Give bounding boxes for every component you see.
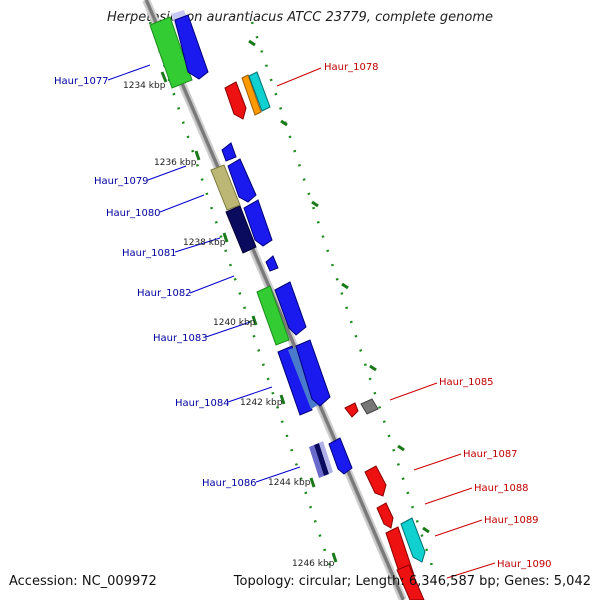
gene-arrow-haur-1079-blue[interactable] <box>227 158 257 203</box>
gene-block-haur-1083-green[interactable] <box>256 285 290 346</box>
major-tick <box>194 150 201 161</box>
gene-label-haur-1089[interactable]: Haur_1089 <box>484 515 539 526</box>
major-tick <box>422 526 430 534</box>
accession-label: Accession: <box>9 574 78 589</box>
accession-value: NC_009972 <box>81 574 157 589</box>
leader-haur-1090 <box>446 562 496 579</box>
right-leader-lines <box>276 67 496 579</box>
major-tick <box>280 119 288 127</box>
tick-label: 1240 kbp <box>213 318 256 328</box>
leader-haur-1081 <box>174 237 221 253</box>
leader-haur-1087 <box>413 453 462 471</box>
gene-block-haur-1078-cyan[interactable] <box>248 71 271 112</box>
separator: ; <box>346 574 352 589</box>
gene-label-haur-1087[interactable]: Haur_1087 <box>463 449 518 460</box>
gene-label-haur-1083[interactable]: Haur_1083 <box>153 333 208 344</box>
gene-arrow-haur-1088-red[interactable] <box>376 502 394 529</box>
map-title: Herpetosiphon aurantiacus ATCC 23779, co… <box>106 10 494 25</box>
leader-haur-1077 <box>107 64 151 81</box>
gene-arrow-haur-1086-blue[interactable] <box>328 437 353 475</box>
gene-label-haur-1090[interactable]: Haur_1090 <box>497 559 552 570</box>
major-tick <box>309 477 316 488</box>
major-tick <box>311 200 319 208</box>
tick-label: 1244 kbp <box>268 478 311 488</box>
gene-block-haur-1085-grey[interactable] <box>360 398 379 415</box>
left-gene-labels: Haur_1077 Haur_1079 Haur_1080 Haur_1081 … <box>54 76 257 489</box>
leader-haur-1078 <box>276 67 322 87</box>
genes-value: 5,042 <box>553 574 591 589</box>
tick-label: 1238 kbp <box>183 238 226 248</box>
gene-block-haur-1079[interactable] <box>210 164 241 211</box>
major-tick <box>369 364 377 372</box>
topology-label: Topology: <box>233 574 295 589</box>
leader-haur-1082 <box>189 275 235 294</box>
gene-block-haur-1090-red[interactable] <box>396 564 425 600</box>
major-tick <box>341 282 349 290</box>
length-value: 6,346,587 bp <box>408 574 496 589</box>
genes-label: Genes: <box>504 574 550 589</box>
gene-arrow-haur-1089-cyan[interactable] <box>400 517 426 563</box>
gene-label-haur-1081[interactable]: Haur_1081 <box>122 248 177 259</box>
gene-label-haur-1080[interactable]: Haur_1080 <box>106 208 161 219</box>
leader-haur-1088 <box>424 487 473 505</box>
left-leader-lines <box>107 64 301 483</box>
leader-haur-1084 <box>227 386 273 403</box>
major-tick <box>248 39 256 47</box>
right-gene-labels: Haur_1078 Haur_1085 Haur_1087 Haur_1088 … <box>324 62 552 570</box>
tick-label: 1246 kbp <box>292 559 335 569</box>
gene-block-haur-1084-blue[interactable] <box>277 345 313 416</box>
tick-label: 1242 kbp <box>240 398 283 408</box>
major-tick <box>331 552 338 563</box>
accession-info: Accession: NC_009972 <box>9 574 157 589</box>
leader-haur-1080 <box>159 194 205 213</box>
gene-arrow-haur-1081-blue[interactable] <box>243 199 273 247</box>
gene-arrow-haur-1084-blue[interactable] <box>295 339 331 407</box>
gene-label-haur-1088[interactable]: Haur_1088 <box>474 483 529 494</box>
gene-block-haur-1086-stripe3 <box>319 441 333 474</box>
gene-label-haur-1084[interactable]: Haur_1084 <box>175 398 230 409</box>
leader-haur-1083 <box>205 321 251 338</box>
gene-arrow-haur-1087-red[interactable] <box>364 465 387 497</box>
gene-label-haur-1085[interactable]: Haur_1085 <box>439 377 494 388</box>
gene-label-haur-1079[interactable]: Haur_1079 <box>94 176 149 187</box>
gene-label-haur-1086[interactable]: Haur_1086 <box>202 478 257 489</box>
gene-label-haur-1078[interactable]: Haur_1078 <box>324 62 379 73</box>
gene-arrow-haur-1085-red[interactable] <box>344 402 359 418</box>
gene-arrow-haur-1077-blue[interactable] <box>174 14 209 80</box>
gene-label-haur-1082[interactable]: Haur_1082 <box>137 288 192 299</box>
gene-arrow-small-1236[interactable] <box>221 142 237 162</box>
leader-haur-1085 <box>389 382 438 401</box>
gene-block-haur-1086-stripe1[interactable] <box>309 445 324 478</box>
leader-haur-1086 <box>255 466 301 483</box>
gene-block-haur-1081-navy[interactable] <box>225 205 257 254</box>
major-tick <box>160 71 168 83</box>
major-tick <box>222 232 229 243</box>
gene-arrow-haur-1082[interactable] <box>265 255 279 272</box>
length-label: Length: <box>355 574 405 589</box>
tick-label: 1234 kbp <box>123 81 166 91</box>
genome-stats: Topology: circular; Length: 6,346,587 bp… <box>234 574 591 589</box>
gene-block-haur-1078-orange[interactable] <box>241 74 262 116</box>
major-tick <box>251 315 258 326</box>
leader-haur-1089 <box>434 519 483 537</box>
major-tick <box>397 444 405 452</box>
separator: ; <box>495 574 501 589</box>
gene-block-haur-1077-green[interactable] <box>149 16 193 89</box>
topology-value: circular <box>298 574 347 589</box>
major-ticks-left <box>160 71 338 563</box>
tick-labels: 1234 kbp 1236 kbp 1238 kbp 1240 kbp 1242… <box>123 81 335 569</box>
major-tick <box>279 394 286 405</box>
gene-block-haur-1086-stripe2 <box>314 443 329 476</box>
gene-arrow-haur-1078-red[interactable] <box>224 81 247 120</box>
gene-arrow-haur-1083-blue[interactable] <box>274 281 307 336</box>
major-ticks-right <box>248 39 430 534</box>
gene-label-haur-1077[interactable]: Haur_1077 <box>54 76 109 87</box>
tick-label: 1236 kbp <box>154 158 197 168</box>
leader-haur-1079 <box>147 165 187 181</box>
